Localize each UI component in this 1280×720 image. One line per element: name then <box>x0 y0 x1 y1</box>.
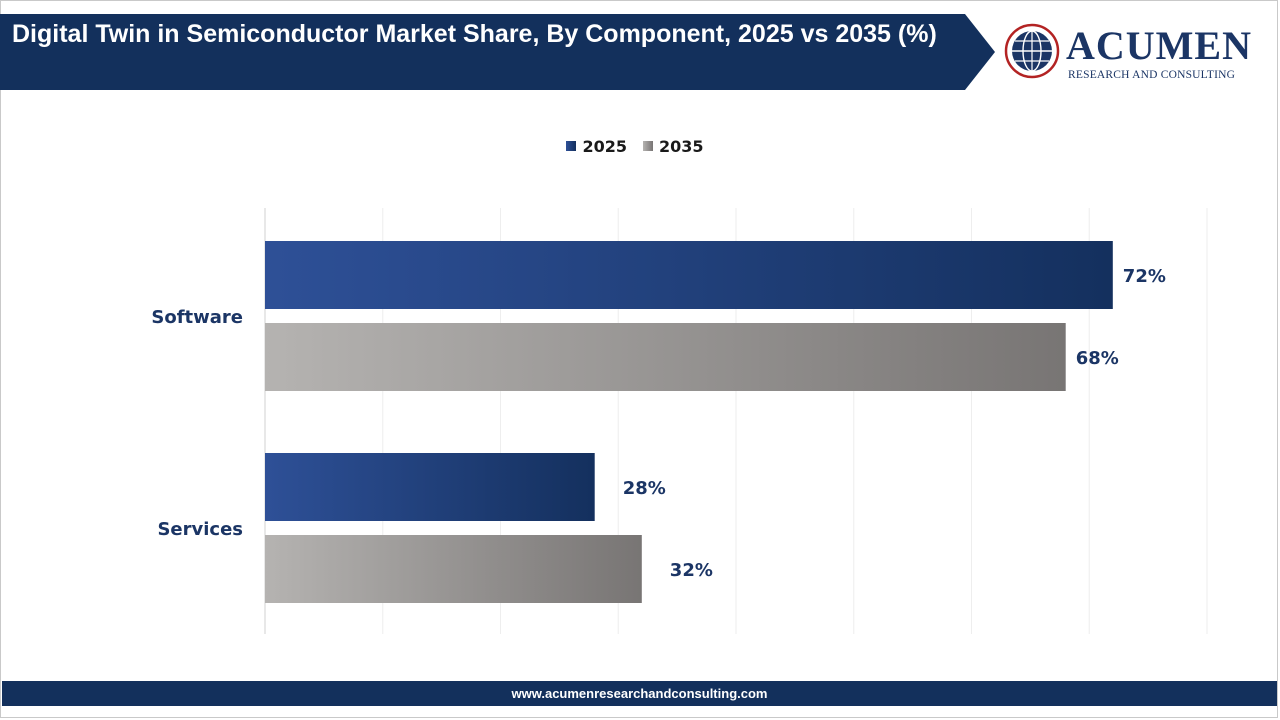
logo-name: ACUMEN <box>1066 23 1252 68</box>
title-banner <box>0 14 995 90</box>
footer-url[interactable]: www.acumenresearchandconsulting.com <box>2 681 1277 706</box>
chart-title: Digital Twin in Semiconductor Market Sha… <box>12 20 937 48</box>
category-label-software: Software <box>151 307 243 328</box>
data-label-services-2025: 28% <box>623 478 666 499</box>
logo-tagline: RESEARCH AND CONSULTING <box>1068 69 1236 81</box>
legend-item-2035: 2035 <box>643 137 704 156</box>
legend-swatch-2035 <box>643 141 653 151</box>
chart-legend: 2025 2035 <box>0 134 1280 158</box>
globe-icon <box>1004 23 1060 79</box>
bar-software-2035 <box>265 323 1066 391</box>
bar-services-2025 <box>265 453 595 521</box>
data-label-software-2035: 68% <box>1076 348 1119 369</box>
bar-software-2025 <box>265 241 1113 309</box>
legend-label-2025: 2025 <box>582 136 627 156</box>
legend-swatch-2025 <box>566 141 577 151</box>
data-label-software-2025: 72% <box>1123 266 1166 287</box>
category-label-services: Services <box>157 519 243 540</box>
company-logo: ACUMEN RESEARCH AND CONSULTING <box>1004 20 1264 86</box>
legend-label-2035: 2035 <box>659 136 704 156</box>
bar-services-2035 <box>265 535 642 603</box>
data-label-services-2035: 32% <box>670 560 713 581</box>
legend-item-2025: 2025 <box>566 137 627 156</box>
